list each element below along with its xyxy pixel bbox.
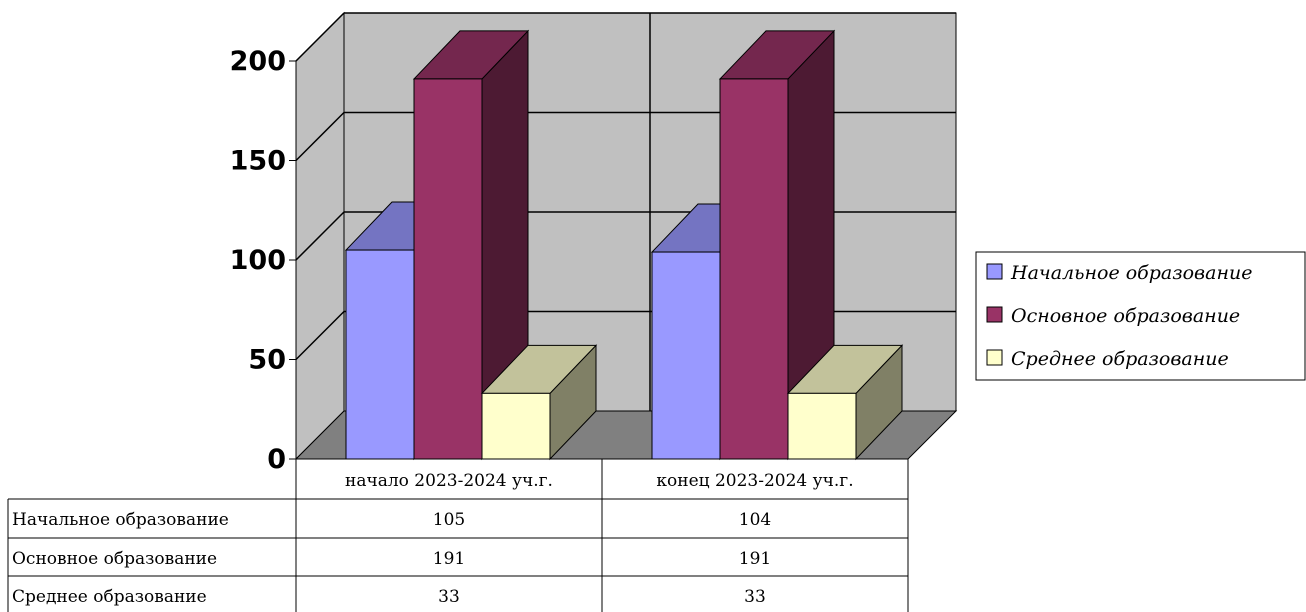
table-row-label: Основное образование	[12, 549, 217, 569]
table-cell: 33	[438, 587, 460, 607]
y-axis: 0 50 100 150 200	[230, 46, 297, 475]
bar-front	[481, 392, 551, 460]
y-tick-label: 50	[248, 345, 286, 376]
y-tick-label: 100	[230, 245, 286, 276]
table-header-cell: начало 2023-2024 уч.г.	[345, 471, 553, 491]
legend-box	[975, 251, 1306, 381]
y-tick-label: 200	[230, 46, 286, 77]
bar	[786, 344, 904, 461]
bar-front	[413, 78, 483, 460]
gridline-side	[295, 310, 345, 361]
table-row-label: Начальное образование	[12, 510, 229, 530]
table-cell: 104	[739, 510, 771, 530]
bar	[480, 344, 598, 461]
bar	[412, 29, 530, 461]
bar-front	[719, 78, 789, 460]
legend: Начальное образование Основное образовани…	[975, 251, 1306, 381]
table-cell: 33	[744, 587, 766, 607]
legend-label: Среднее образование	[1011, 348, 1229, 370]
bars	[344, 29, 904, 461]
table-cell: 191	[739, 549, 771, 569]
legend-label: Начальное образование	[1010, 262, 1252, 284]
bar-front	[345, 249, 415, 460]
bar-front	[787, 392, 857, 460]
table-header-cell: конец 2023-2024 уч.г.	[656, 471, 853, 491]
gridline-side	[295, 111, 345, 162]
legend-label: Основное образование	[1011, 305, 1240, 327]
table-row-label: Среднее образование	[12, 587, 207, 607]
bar	[718, 29, 836, 461]
y-tick-label: 150	[230, 146, 286, 177]
table-cell: 191	[433, 549, 465, 569]
gridline-side	[295, 211, 345, 261]
gridline-side	[295, 12, 345, 62]
legend-swatch	[986, 306, 1003, 323]
bar-front	[651, 251, 721, 460]
legend-swatch	[986, 349, 1003, 366]
legend-swatch	[986, 263, 1003, 280]
data-table: начало 2023-2024 уч.г. конец 2023-2024 уч…	[7, 458, 909, 612]
table-cell: 105	[433, 510, 465, 530]
y-tick-label: 0	[267, 444, 286, 475]
